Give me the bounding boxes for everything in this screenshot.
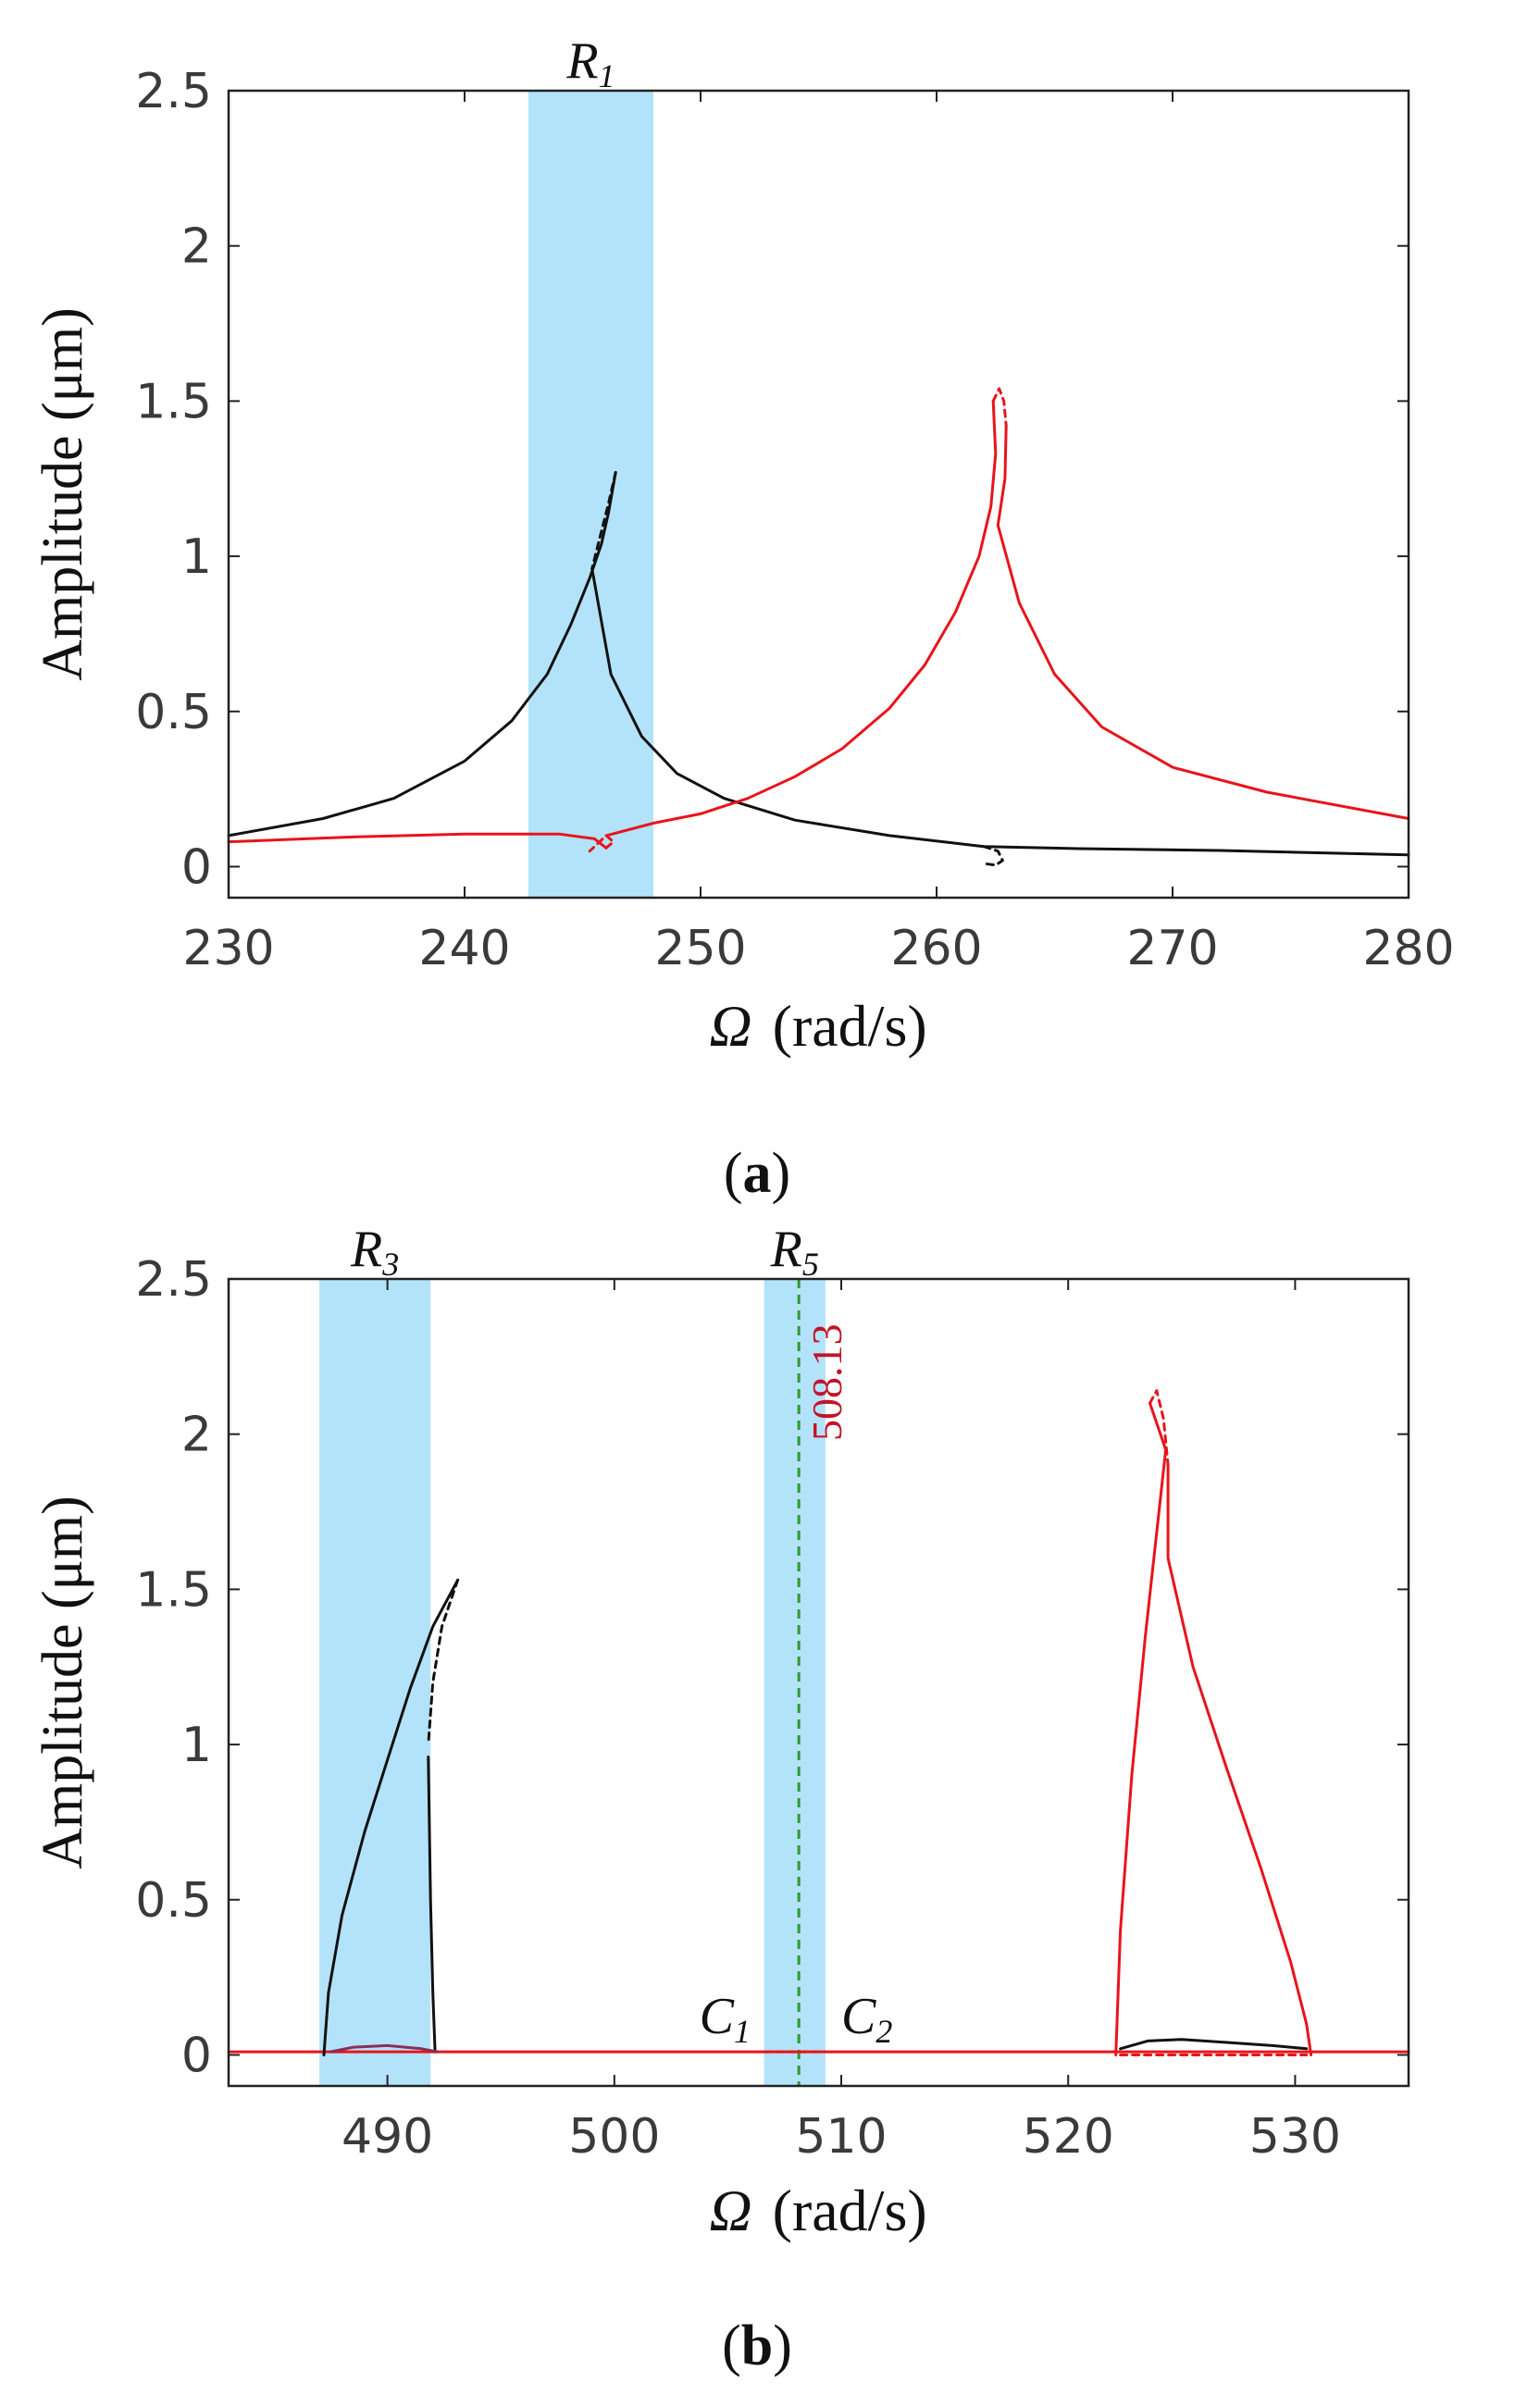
a-y-axis-label: Amplitude (μm) — [31, 307, 94, 680]
y-tick-label: 0 — [181, 839, 212, 895]
b-x-axis-label: Ω (rad/s) — [709, 2178, 926, 2243]
b-caption: (b) — [722, 2315, 792, 2377]
y-tick-label: 1.5 — [135, 374, 212, 429]
panel-a: 230 240 250 260 270 280 0 0.5 1 1.5 2 2.5 R1 Amplit… — [31, 32, 1455, 1205]
a-caption: (a) — [724, 1142, 790, 1205]
series-line-black-unstable-small — [984, 847, 1002, 865]
y-tick-label: 0.5 — [135, 685, 212, 740]
series-line-red-stable-lower — [998, 426, 1409, 818]
series-line-black-lobe-right — [1121, 2040, 1307, 2049]
b-y-axis-label: Amplitude (μm) — [31, 1496, 94, 1868]
x-tick-label: 530 — [1249, 2109, 1341, 2165]
x-tick-label: 230 — [182, 921, 274, 976]
y-tick-label: 2 — [181, 1408, 212, 1463]
b-annotation-c1: C1 — [700, 1988, 751, 2050]
a-region-layer — [528, 91, 653, 898]
x-tick-label: 280 — [1362, 921, 1454, 976]
x-tick-label: 270 — [1126, 921, 1218, 976]
y-tick-label: 0 — [181, 2028, 212, 2083]
y-tick-label: 0.5 — [135, 1873, 212, 1929]
x-tick-label: 500 — [568, 2109, 660, 2165]
figure: 230 240 250 260 270 280 0 0.5 1 1.5 2 2.5 R1 Amplit… — [0, 0, 1515, 2408]
a-x-axis-label: Ω (rad/s) — [709, 993, 926, 1059]
x-tick-label: 510 — [795, 2109, 887, 2165]
a-region-label-r1: R1 — [565, 32, 615, 94]
x-tick-label: 260 — [890, 921, 982, 976]
b-region-label-r3: R3 — [350, 1221, 399, 1283]
series-line-black-stable-lower — [592, 569, 1409, 855]
y-tick-label: 1.5 — [135, 1562, 212, 1618]
a-axes-frame — [229, 91, 1409, 898]
b-region-label-r5: R5 — [770, 1221, 819, 1283]
series-line-red-stable-right-down — [1168, 1465, 1311, 2054]
series-line-red-stable-upper — [606, 401, 996, 836]
x-tick-label: 240 — [418, 921, 510, 976]
y-tick-label: 2 — [181, 219, 212, 275]
b-reference-line-label: 508.13 — [803, 1324, 851, 1442]
b-region-layer — [319, 1279, 826, 2086]
y-tick-label: 2.5 — [135, 64, 212, 119]
y-tick-label: 1 — [181, 1718, 212, 1773]
region-band-r1 — [528, 91, 653, 898]
a-series-layer — [229, 389, 1409, 865]
x-tick-label: 490 — [341, 2109, 433, 2165]
x-tick-label: 520 — [1023, 2109, 1114, 2165]
y-tick-label: 1 — [181, 529, 212, 585]
a-tick-layer: 230 240 250 260 270 280 0 0.5 1 1.5 2 2.5 — [135, 64, 1454, 976]
panel-b: 508.13 490 500 510 520 530 0 0.5 1 1.5 2 2.5 R3 R5… — [31, 1221, 1409, 2377]
x-tick-label: 250 — [654, 921, 746, 976]
b-annotation-c2: C2 — [841, 1988, 892, 2050]
y-tick-label: 2.5 — [135, 1252, 212, 1308]
series-line-red-stable-right-up — [1116, 1403, 1166, 2054]
